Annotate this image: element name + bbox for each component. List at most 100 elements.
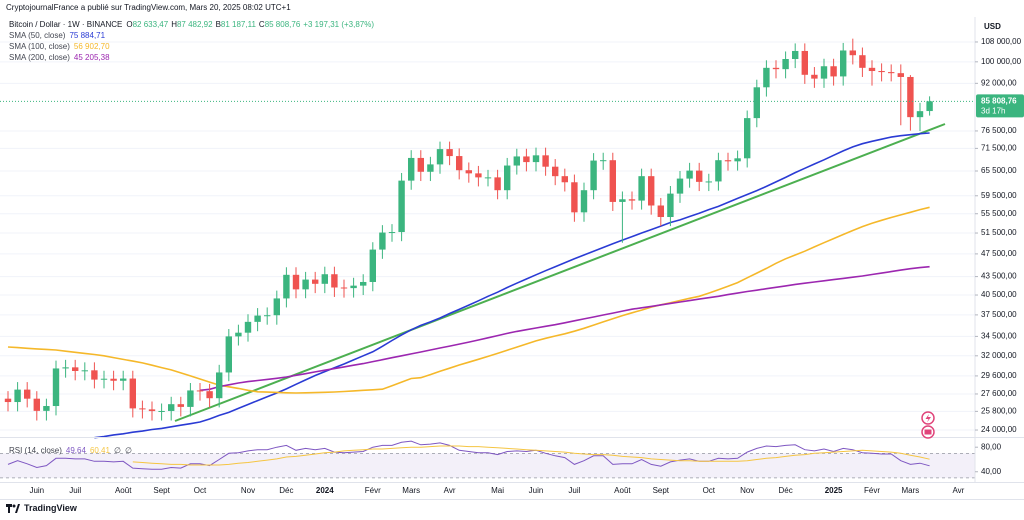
candle-body <box>811 74 818 79</box>
candle-body <box>235 332 242 337</box>
y-tick-label: 100 000,00 <box>981 57 1022 66</box>
y-tick-label: 25 800,00 <box>981 406 1017 415</box>
candle-body <box>4 398 12 403</box>
x-tick-label: Nov <box>241 486 255 495</box>
candle-body <box>897 73 904 77</box>
candle-body <box>206 391 213 399</box>
candle-body <box>772 67 780 70</box>
candle-body <box>609 160 616 202</box>
legend-name: SMA (50, close) <box>9 31 66 40</box>
candle-body <box>513 156 520 166</box>
currency-label: USD <box>984 22 1001 31</box>
candle-body <box>379 232 386 250</box>
y-tick-label: 24 000,00 <box>981 425 1017 434</box>
legend-name: SMA (100, close) <box>9 42 70 51</box>
change-label: +3 197,31 (+3,87%) <box>303 20 374 29</box>
candle-body <box>676 178 684 194</box>
rsi-band <box>0 453 975 478</box>
legend-value: 60,41 <box>89 446 110 455</box>
candle-body <box>830 66 837 77</box>
candle-body <box>168 404 175 411</box>
candle-body <box>552 166 559 177</box>
x-tick-label: Mars <box>402 486 420 495</box>
candle-body <box>801 50 808 75</box>
y-tick-label: 29 600,00 <box>981 371 1017 380</box>
candle-body <box>398 180 405 233</box>
x-tick-label: Avr <box>444 486 456 495</box>
candle-body <box>878 71 885 73</box>
x-tick-label: Août <box>115 486 132 495</box>
y-tick-label: 40,00 <box>981 467 1002 476</box>
candle-body <box>504 165 511 191</box>
candle-body <box>14 389 21 403</box>
x-tick-label: Avr <box>952 486 964 495</box>
candle-body <box>686 170 693 179</box>
candle-body <box>475 173 482 178</box>
legend-value: ∅ <box>124 446 132 455</box>
candle-body <box>868 67 876 72</box>
y-tick-label: 80,00 <box>981 442 1002 451</box>
candle-body <box>72 367 79 371</box>
ohlc-key: C <box>258 20 265 29</box>
candle-body <box>129 378 136 409</box>
legend-row: SMA (100, close) 56 902,70 <box>9 41 378 52</box>
rsi-legend: RSI (14, close) 49,64 60,41 ∅ ∅ <box>9 445 136 456</box>
last-price-tag <box>976 94 1024 118</box>
publisher-line: CryptojournalFrance a publié sur Trading… <box>6 3 291 12</box>
candle-body <box>216 372 223 399</box>
rsi-line <box>7 440 930 470</box>
legend-value: 75 884,71 <box>69 31 106 40</box>
y-tick-label: 59 500,00 <box>981 191 1017 200</box>
candle-body <box>139 408 146 410</box>
y-tick-label: 40 500,00 <box>981 290 1017 299</box>
candle-body <box>427 164 434 172</box>
footer-brand: TradingView <box>6 503 77 513</box>
ohlc-item: H87 482,92 <box>171 20 212 29</box>
candle-body <box>696 170 703 182</box>
legend-value: ∅ <box>113 446 121 455</box>
axes-layer: USD 24 000,00 25 800,00 27 600,00 29 600,00… <box>0 17 1024 500</box>
candle-body <box>926 101 933 112</box>
candle-body <box>638 176 645 201</box>
candle-body <box>619 199 626 202</box>
candle-body <box>724 160 732 162</box>
candle-body <box>91 370 98 380</box>
y-tick-label: 76 500,00 <box>981 126 1017 135</box>
y-tick-label: 47 500,00 <box>981 249 1017 258</box>
flag-icon-glyph <box>924 429 932 435</box>
x-tick-label: Sept <box>153 486 170 495</box>
brand-logo <box>6 503 20 513</box>
candle-body <box>244 321 252 333</box>
candle-body <box>292 274 300 290</box>
candle-body <box>177 404 184 407</box>
ohlc-key: O <box>126 20 133 29</box>
candle-body <box>24 389 31 399</box>
countdown-label: 3d 17h <box>981 106 1005 115</box>
candle-body <box>600 160 607 162</box>
candle-body <box>110 378 117 381</box>
legend-value: 45 205,38 <box>73 53 110 62</box>
x-tick-label: Nov <box>740 486 754 495</box>
candle-body <box>62 367 69 369</box>
candle-body <box>196 390 204 392</box>
ohlc-value: 82 633,47 <box>132 20 169 29</box>
x-tick-label: Févr <box>365 486 381 495</box>
ohlc-item: C85 808,76 <box>259 20 300 29</box>
candle-body <box>100 378 108 380</box>
ohlc-value: 85 808,76 <box>264 20 301 29</box>
sma-line <box>94 132 930 439</box>
candle-body <box>120 378 127 381</box>
candle-body <box>523 156 530 163</box>
candle-body <box>456 156 463 171</box>
legend-row: SMA (200, close) 45 205,38 <box>9 52 378 63</box>
candle-body <box>43 406 50 411</box>
y-tick-label: 32 000,00 <box>981 351 1017 360</box>
candle-body <box>408 157 415 181</box>
y-tick-label: 27 600,00 <box>981 389 1017 398</box>
y-tick-label: 108 000,00 <box>981 37 1022 46</box>
candle-body <box>782 59 789 70</box>
